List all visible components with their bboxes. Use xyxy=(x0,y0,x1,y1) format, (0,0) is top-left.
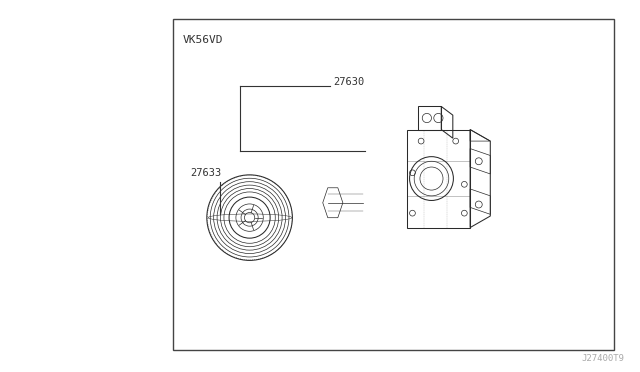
Text: J27400T9: J27400T9 xyxy=(581,354,624,363)
Text: 27633: 27633 xyxy=(191,168,222,178)
Text: 27630: 27630 xyxy=(333,77,364,87)
Text: VK56VD: VK56VD xyxy=(182,35,223,45)
Bar xyxy=(173,19,614,350)
